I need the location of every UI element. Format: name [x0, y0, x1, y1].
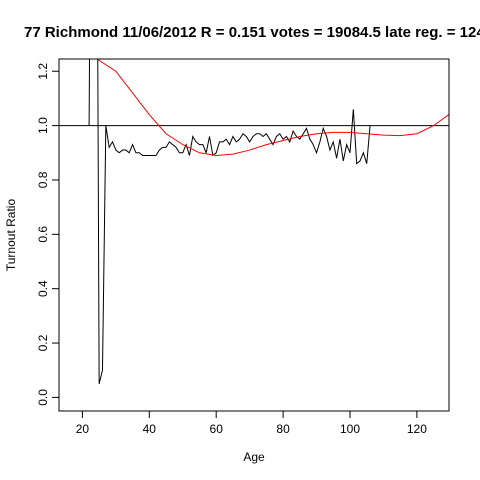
y-tick-label: 1.0 [36, 117, 50, 134]
series-line [88, 59, 371, 384]
plot-area [59, 59, 449, 384]
x-tick-label: 80 [276, 422, 290, 436]
series-line [97, 59, 449, 156]
x-tick-label: 20 [76, 422, 90, 436]
y-axis-label: Turnout Ratio [4, 199, 18, 272]
chart-title: 77 Richmond 11/06/2012 R = 0.151 votes =… [24, 24, 480, 41]
x-axis-label: Age [243, 450, 265, 464]
x-tick-label: 120 [407, 422, 427, 436]
y-tick-label: 0.0 [36, 389, 50, 406]
y-tick-label: 0.4 [36, 280, 50, 297]
x-tick-label: 40 [143, 422, 157, 436]
y-tick-label: 0.8 [36, 171, 50, 188]
plot-frame [58, 58, 450, 412]
y-tick-label: 1.2 [36, 63, 50, 80]
y-tick-label: 0.2 [36, 334, 50, 351]
x-tick-label: 60 [210, 422, 224, 436]
y-tick-label: 0.6 [36, 226, 50, 243]
x-tick-label: 100 [340, 422, 360, 436]
